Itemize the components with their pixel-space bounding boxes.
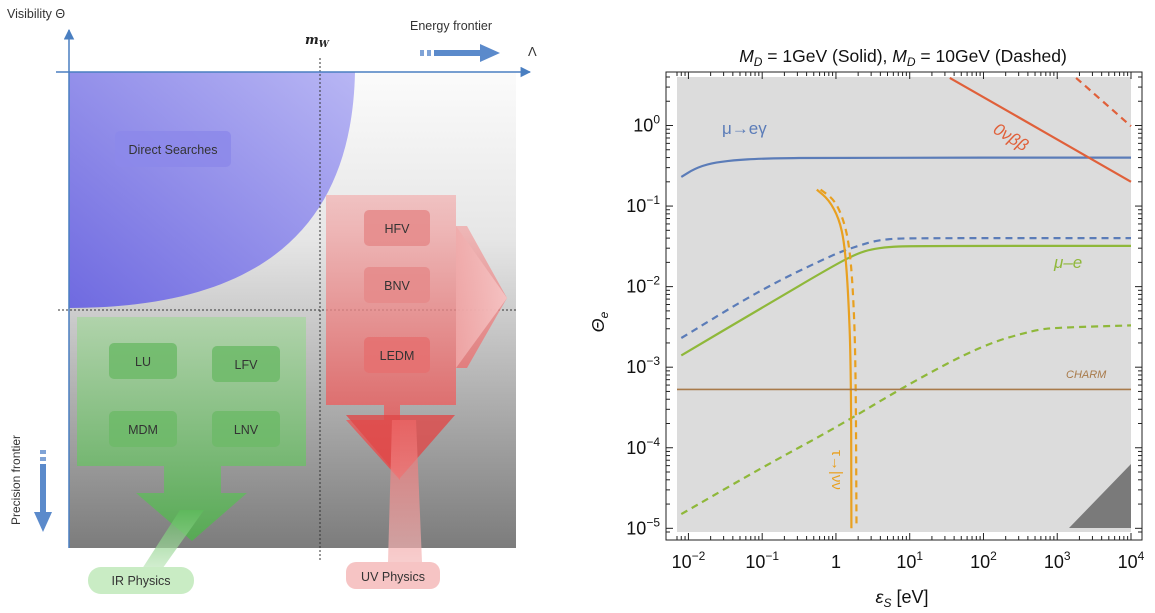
series-layer	[676, 76, 1132, 529]
ir-stem	[140, 510, 204, 572]
x-tick-label: 10−1	[745, 549, 779, 572]
visibility-label: Visibility Θ	[7, 7, 65, 21]
direct-searches-label: Direct Searches	[129, 143, 218, 157]
ledm-box	[364, 337, 430, 373]
x-tick-label: 10−2	[672, 549, 706, 572]
mdm-box	[109, 411, 177, 447]
hfv-label: HFV	[385, 222, 411, 236]
excluded-corner-triangle	[1069, 464, 1131, 528]
bnv-box	[364, 267, 430, 303]
y-tick-label: 10−3	[626, 354, 660, 377]
series-line-0	[680, 156, 1131, 178]
x-tick-label: 103	[1044, 549, 1071, 572]
bnv-label: BNV	[384, 279, 410, 293]
uv-physics-tag	[346, 562, 440, 589]
lfv-box	[212, 346, 280, 382]
series-line-4	[949, 76, 1132, 183]
series-line-3	[680, 324, 1132, 516]
precision-frontier-arrow	[34, 450, 52, 532]
ledm-label: LEDM	[380, 349, 415, 363]
energy-frontier-label: Energy frontier	[410, 19, 492, 33]
y-tick-label: 100	[633, 113, 660, 136]
x-tick-label: 101	[896, 549, 923, 572]
series-line-2	[680, 244, 1131, 357]
y-tick-label: 10−4	[626, 435, 660, 458]
lfv-label: LFV	[235, 358, 259, 372]
uv-stem	[388, 420, 422, 562]
mdm-label: MDM	[128, 423, 158, 437]
lnv-box	[212, 411, 280, 447]
mw-label: mW	[305, 33, 330, 50]
y-tick-label: 10−2	[626, 274, 660, 297]
energy-frontier-arrow	[420, 44, 500, 62]
series-line-5	[1075, 77, 1132, 128]
frontier-diagram: Visibility Θ Energy frontier Λ mW Precis…	[7, 7, 537, 594]
lnv-label: LNV	[234, 423, 259, 437]
x-tick-label: 1	[831, 552, 841, 572]
precision-frontier-label: Precision frontier	[9, 435, 23, 525]
y-tick-label: 10−1	[626, 193, 660, 216]
allowed-region-shading	[677, 77, 1131, 532]
x-tick-label: 102	[970, 549, 997, 572]
annotation-tau: τ→|νν	[828, 450, 845, 490]
hfv-box	[364, 210, 430, 246]
annotation-mue: μ–e	[1053, 253, 1082, 272]
lu-label: LU	[135, 355, 151, 369]
annotation-mueg: μ→eγ	[722, 119, 767, 138]
y-axis-label: Θe	[588, 311, 611, 332]
x-tick-label: 104	[1118, 549, 1145, 572]
plot-frame	[665, 71, 1143, 541]
direct-searches-box	[115, 131, 231, 167]
x-axis-label: εS [eV]	[876, 587, 929, 610]
uv-right-arrowhead	[456, 226, 507, 368]
lu-box	[109, 343, 177, 379]
x-axis-ticks: 10−2 10−1 1 101 102 103 104	[672, 72, 1145, 572]
series-line-6	[816, 188, 853, 529]
series-line-7	[819, 188, 858, 529]
annotation-charm: CHARM	[1066, 369, 1107, 381]
ir-physics-label: IR Physics	[111, 574, 170, 588]
uv-physics-label: UV Physics	[361, 570, 425, 584]
series-line-1	[680, 237, 1131, 339]
ir-physics-tag	[88, 567, 194, 594]
constraint-chart: MD = 1GeV (Solid), MD = 10GeV (Dashed) 1…	[588, 46, 1145, 610]
y-axis-ticks: 10−5 10−4 10−3 10−2 10−1 100	[626, 76, 1142, 538]
y-tick-label: 10−5	[626, 515, 660, 538]
lambda-label: Λ	[528, 44, 537, 59]
chart-title: MD = 1GeV (Solid), MD = 10GeV (Dashed)	[739, 46, 1067, 69]
